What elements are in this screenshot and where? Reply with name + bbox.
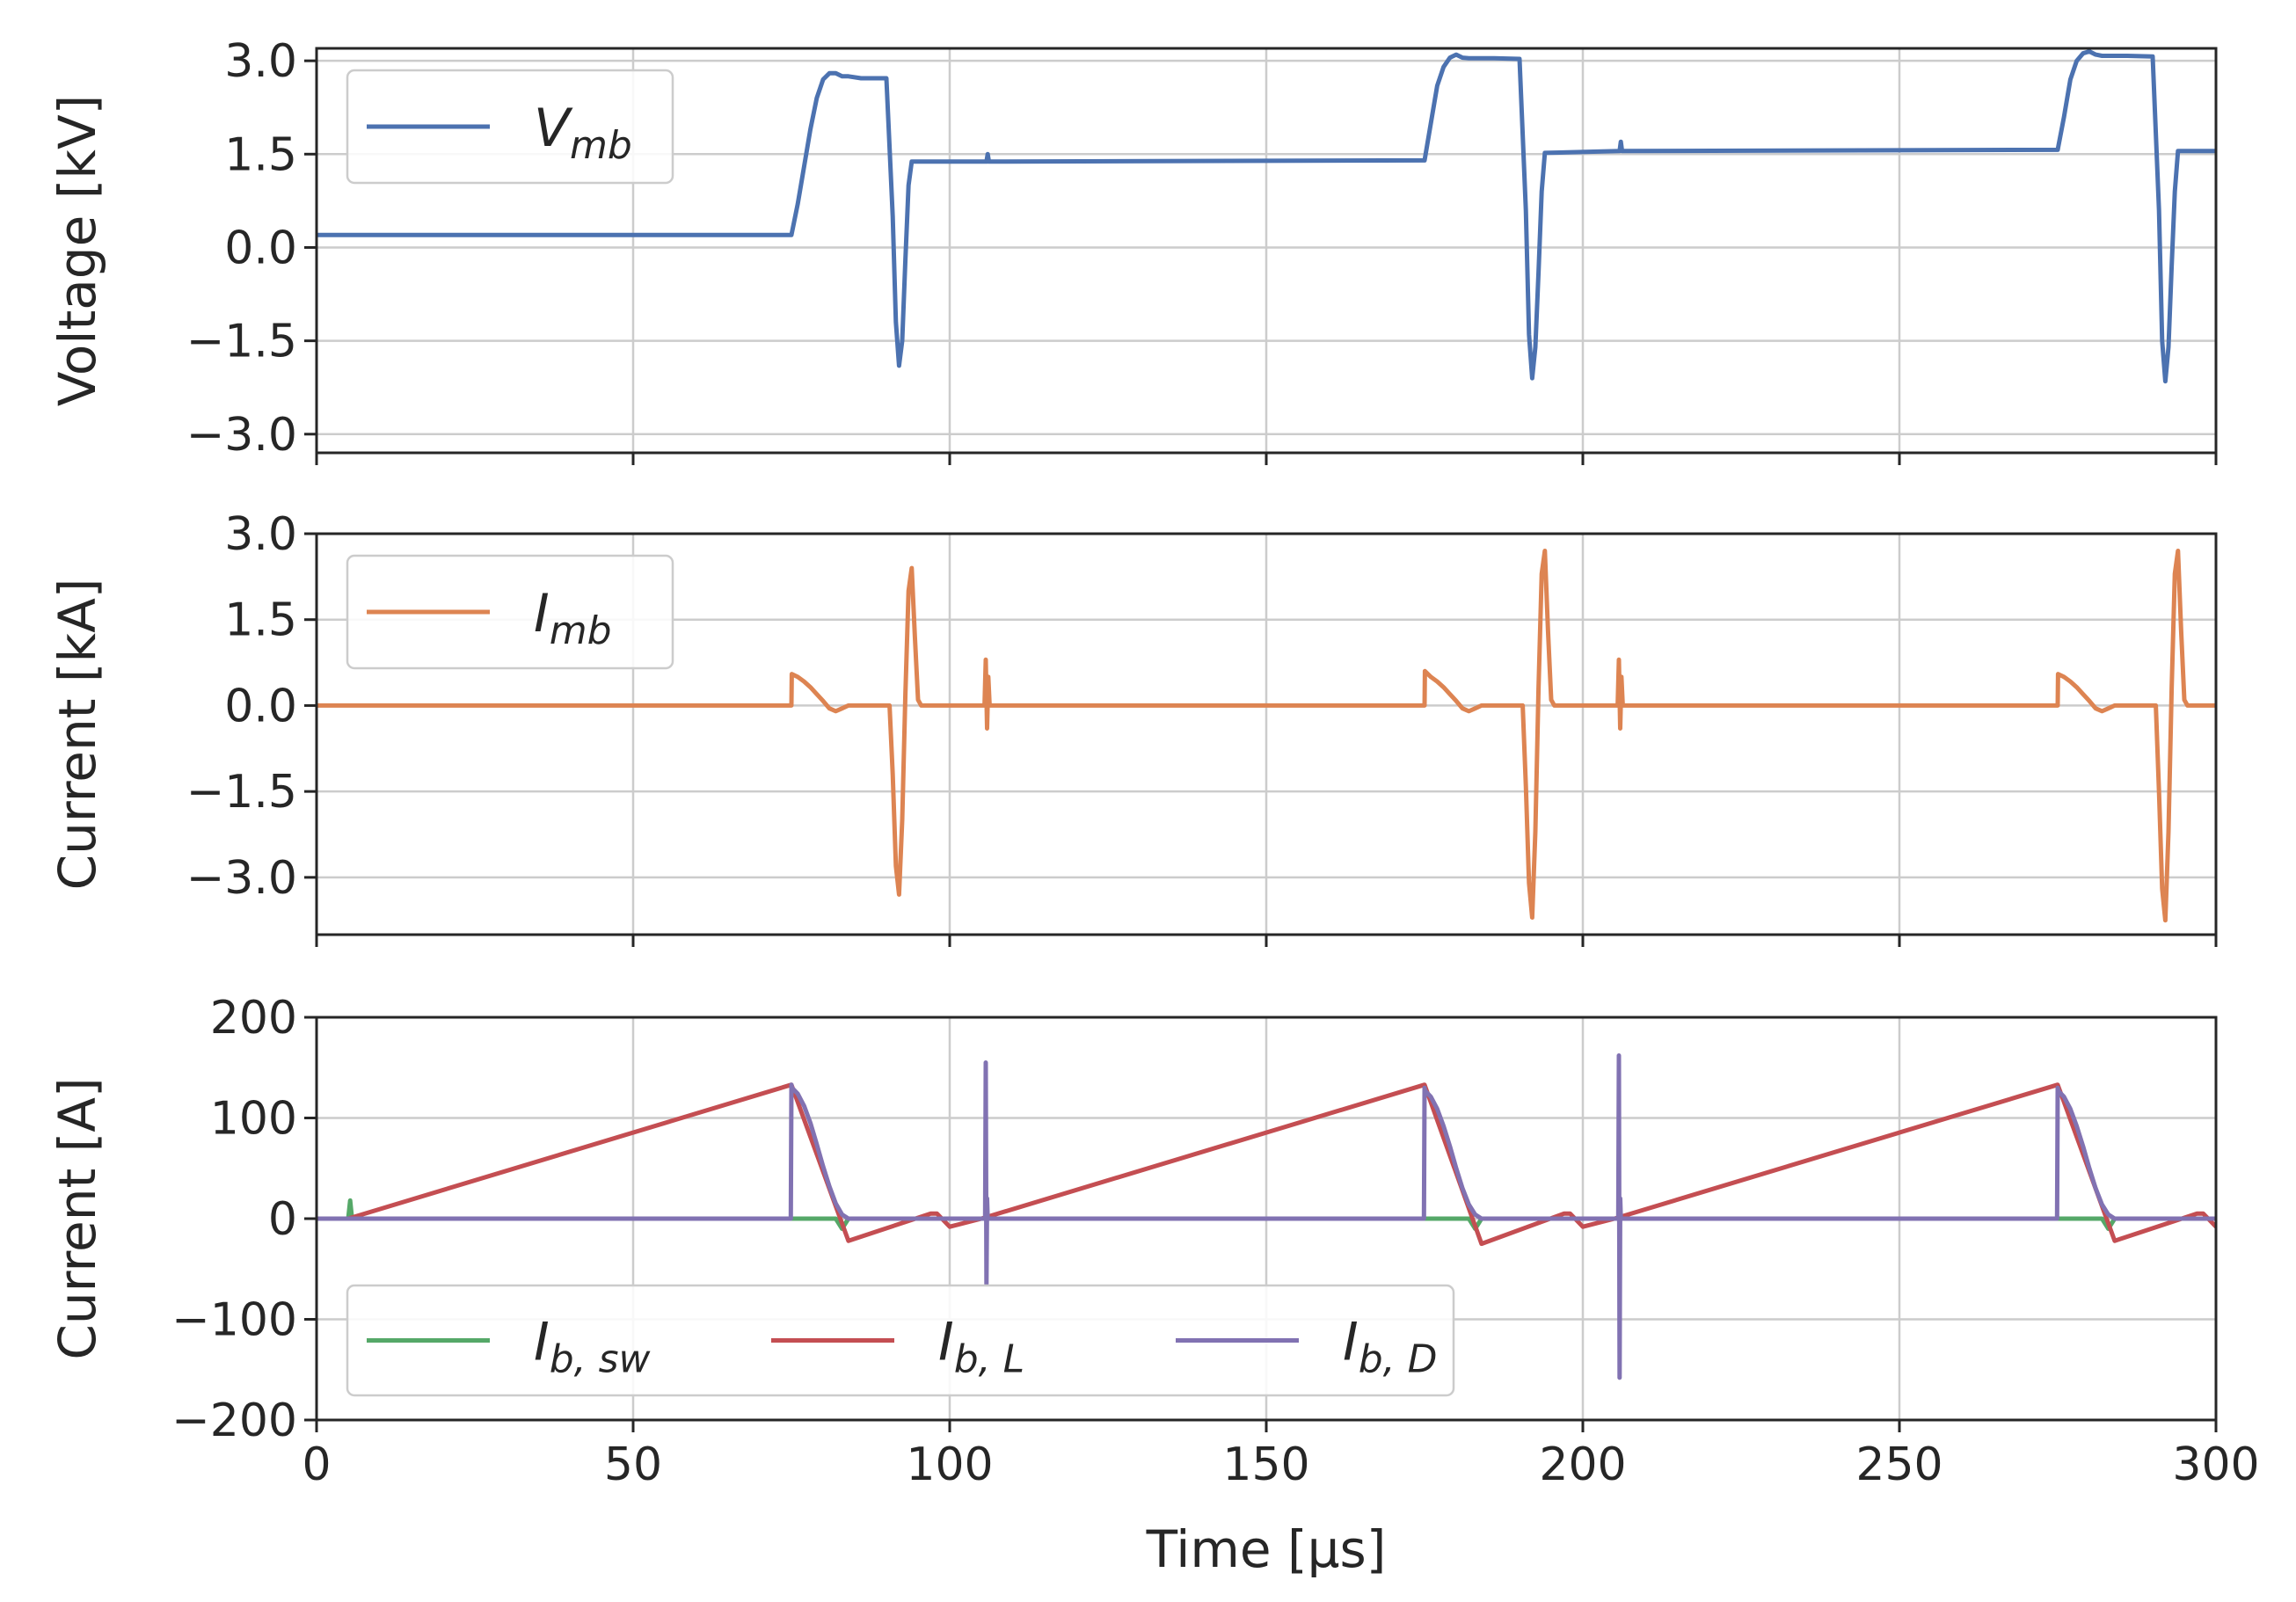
current-a-y-tick-label-0: −200 — [171, 1394, 297, 1447]
current-ka-y-tick-label-0: −3.0 — [186, 852, 297, 905]
current-a-x-tick-label-250: 250 — [1855, 1438, 1942, 1491]
current-a-x-tick-label-100: 100 — [906, 1438, 993, 1491]
voltage-y-tick-label-2: 0.0 — [224, 222, 297, 274]
current-ka-panel: −3.0 −1.5 0.0 1.5 3.0 Current [kA] Imb — [47, 508, 2218, 947]
current-a-y-tick-label-3: 100 — [210, 1093, 297, 1146]
current-a-y-axis-label: Current [A] — [47, 1077, 107, 1359]
legend-label-i-b-sw: Ib, sw — [534, 1312, 652, 1382]
voltage-y-tick-label-4: 3.0 — [224, 35, 297, 88]
current-a-legend: Ib, sw Ib, L Ib, D — [346, 1284, 1455, 1397]
current-a-y-tick-label-1: −100 — [171, 1294, 297, 1347]
current-a-x-tick-label-200: 200 — [1539, 1438, 1626, 1491]
current-ka-y-axis-label: Current [kA] — [47, 579, 107, 891]
legend-label-i-mb: Imb — [534, 583, 612, 653]
voltage-y-tick-label-1: −1.5 — [186, 316, 297, 368]
voltage-ticks: −3.0 −1.5 0.0 1.5 3.0 — [186, 35, 2218, 465]
voltage-y-axis-label: Voltage [kV] — [47, 95, 107, 407]
current-a-x-tick-label-50: 50 — [604, 1438, 662, 1491]
voltage-panel: −3.0 −1.5 0.0 1.5 3.0 Voltage [kV] Vmb — [47, 35, 2218, 465]
current-a-x-tick-label-0: 0 — [302, 1438, 331, 1491]
series-line-v-mb — [317, 49, 2216, 384]
voltage-y-tick-label-0: −3.0 — [186, 409, 297, 462]
voltage-y-tick-label-3: 1.5 — [224, 128, 297, 181]
current-a-plot-area — [317, 1053, 2216, 1380]
current-ka-y-tick-label-2: 0.0 — [224, 680, 297, 732]
current-ka-legend-box — [346, 554, 674, 670]
time-x-axis-label: Time [μs] — [1146, 1519, 1387, 1579]
current-ka-ticks: −3.0 −1.5 0.0 1.5 3.0 — [186, 508, 2218, 947]
current-a-y-tick-label-4: 200 — [210, 992, 297, 1045]
legend-label-i-b-d: Ib, D — [1343, 1312, 1438, 1382]
current-a-x-tick-label-150: 150 — [1222, 1438, 1309, 1491]
current-a-x-tick-label-300: 300 — [2172, 1438, 2259, 1491]
legend-label-i-b-l: Ib, L — [938, 1312, 1024, 1382]
current-a-ticks: −200 −100 0 100 200 0 50 100 150 200 250 300 — [171, 992, 2259, 1491]
series-line-i-b-d — [317, 1053, 2216, 1380]
voltage-plot-area — [317, 49, 2216, 384]
series-line-i-b-l — [317, 1082, 2216, 1247]
current-a-y-tick-label-2: 0 — [268, 1193, 297, 1246]
current-a-panel: −200 −100 0 100 200 0 50 100 150 200 250 300 Curren… — [47, 992, 2260, 1579]
current-ka-plot-area — [317, 549, 2216, 923]
current-a-legend-box — [346, 1284, 1455, 1397]
voltage-legend: Vmb — [346, 69, 674, 185]
voltage-legend-box — [346, 69, 674, 185]
current-ka-legend: Imb — [346, 554, 674, 670]
legend-label-v-mb: Vmb — [534, 98, 632, 168]
current-ka-y-tick-label-3: 1.5 — [224, 594, 297, 647]
series-line-i-mb — [317, 549, 2216, 923]
current-ka-y-tick-label-1: −1.5 — [186, 766, 297, 819]
current-ka-y-tick-label-4: 3.0 — [224, 508, 297, 561]
